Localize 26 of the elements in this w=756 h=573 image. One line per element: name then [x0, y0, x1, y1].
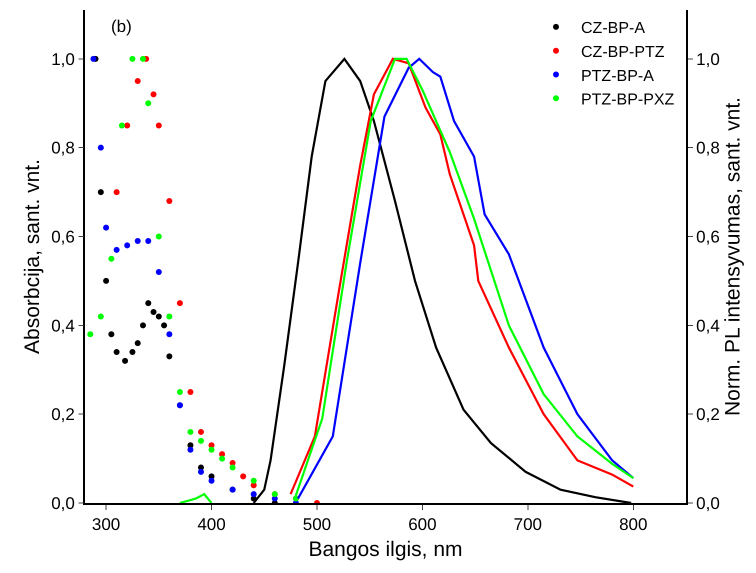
y-tick-label: 0,6	[51, 227, 75, 246]
y-tick-label: 0,0	[51, 494, 75, 513]
legend-label: PTZ-BP-PXZ	[580, 92, 675, 109]
y2-axis-title: Norm. PL intensyvumas, sant. vnt.	[721, 96, 744, 416]
y2-tick-label: 0,8	[696, 138, 720, 158]
y-tick-label: 0,2	[51, 405, 75, 424]
y-axis-title: Absorbcija, sant. vnt.	[20, 159, 44, 354]
y2-tick-label: 0,6	[696, 227, 720, 246]
y2-tick-label: 0,0	[696, 494, 720, 513]
y2-tick-label: 1,0	[696, 50, 720, 69]
x-tick-label: 600	[408, 515, 437, 534]
x-tick-label: 400	[197, 515, 226, 534]
y-tick-label: 1,0	[51, 50, 75, 69]
x-axis-title: Bangos ilgis, nm	[308, 538, 463, 561]
x-tick-label: 500	[302, 515, 332, 534]
x-tick-label: 300	[92, 515, 120, 534]
annotation: (b)	[111, 17, 132, 36]
x-tick-label: 700	[514, 515, 542, 534]
legend-label: PTZ-BP-A	[580, 68, 654, 85]
x-tick-label: 800	[619, 515, 648, 534]
y-tick-label: 0,4	[51, 316, 75, 336]
y2-tick-label: 0,2	[696, 405, 720, 424]
legend-label: CZ-BP-A	[580, 20, 646, 38]
legend-label: CZ-BP-PTZ	[580, 44, 665, 61]
y2-tick-label: 0,4	[696, 316, 720, 336]
y-tick-label: 0,8	[51, 138, 75, 158]
